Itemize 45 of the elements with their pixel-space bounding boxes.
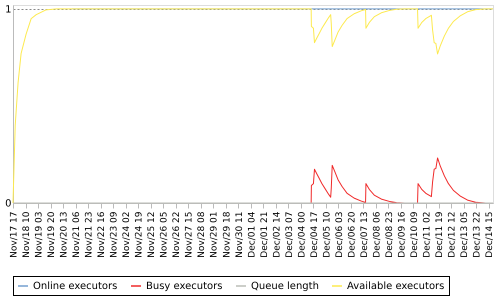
x-tick-label: Dec/11 19 [435,211,446,258]
x-tick-label: Nov/18 10 [22,211,32,258]
x-tick-label: Nov/26 05 [160,212,170,258]
x-tick-label: Dec/12 12 [448,212,458,258]
x-tick-label: Dec/13 05 [460,212,470,258]
y-tick-label: 0 [5,198,12,210]
x-tick-label: Dec/13 22 [472,212,483,258]
x-tick-label: Nov/26 22 [172,212,182,258]
x-tick-label: Nov/29 01 [210,212,220,258]
x-tick-label: Dec/14 15 [485,212,496,258]
x-tick-label: Nov/21 06 [72,211,82,258]
x-tick-label: Dec/01 04 [247,211,258,258]
legend-label: Queue length [251,281,319,292]
x-tick-label: Nov/21 23 [84,212,95,258]
x-tick-label: Nov/17 17 [10,212,20,258]
x-tick-label: Dec/08 06 [372,211,382,258]
x-tick-label: Nov/24 02 [122,212,132,258]
x-tick-label: Dec/01 21 [260,212,270,258]
x-tick-label: Dec/03 07 [284,212,295,258]
legend-label: Busy executors [146,281,222,292]
x-tick-label: Dec/07 13 [360,212,370,258]
x-tick-label: Nov/29 18 [222,211,232,258]
x-tick-label: Dec/09 16 [397,211,408,258]
x-tick-label: Dec/11 02 [422,212,433,258]
x-tick-label: Nov/27 15 [184,212,195,258]
x-tick-label: Nov/19 20 [47,211,58,258]
x-tick-label: Nov/22 16 [97,211,108,258]
x-tick-label: Nov/23 09 [110,211,120,258]
x-tick-label: Dec/04 17 [310,212,320,258]
y-tick-label: 1 [5,4,12,16]
x-tick-label: Nov/20 13 [60,212,70,258]
x-tick-label: Dec/04 00 [297,211,308,258]
x-tick-label: Nov/30 11 [234,212,245,258]
legend-label: Online executors [33,281,118,292]
x-tick-label: Dec/02 14 [272,211,282,258]
x-tick-label: Nov/19 03 [34,212,45,258]
x-tick-label: Nov/24 19 [134,211,145,258]
x-tick-label: Dec/08 23 [384,212,395,258]
x-tick-label: Nov/28 08 [197,211,208,258]
x-tick-label: Nov/25 12 [147,212,158,258]
x-tick-label: Dec/05 10 [322,211,332,258]
x-tick-label: Dec/10 09 [410,211,420,258]
x-tick-label: Dec/06 03 [334,212,345,258]
x-tick-label: Dec/06 20 [347,211,358,258]
legend-label: Available executors [347,281,444,292]
